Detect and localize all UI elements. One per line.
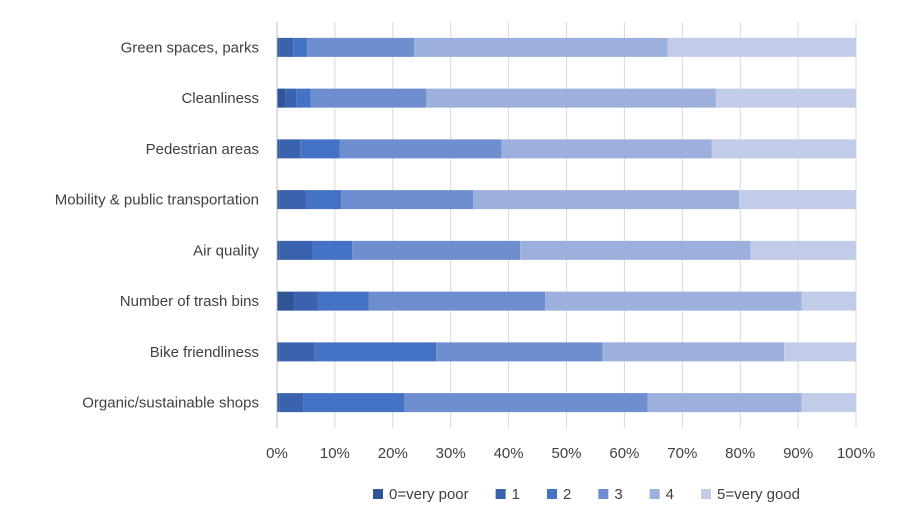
legend-label: 3 [614,486,622,503]
grid-lines [334,22,857,428]
x-tick-label: 100% [837,445,875,462]
bar-segment [352,240,521,260]
bar-segment [739,190,856,210]
bar-segment [750,240,856,260]
bar-segment [293,37,308,57]
legend-label: 1 [512,486,520,503]
bar-segment [711,139,856,159]
x-tick-label: 60% [609,445,639,462]
legend-swatch [649,489,660,499]
bar-segment [414,37,668,57]
legend-label: 4 [666,486,674,503]
legend-entry: 2 [546,486,571,503]
bar-segment [312,240,353,260]
bar-segment [317,291,369,311]
category-label: Organic/sustainable shops [82,395,259,412]
bar-segment [277,240,280,260]
category-label: Green spaces, parks [121,39,259,56]
legend-entry: 5=very good [701,486,800,503]
bar-segment [501,139,712,159]
bar-segment [801,291,856,311]
bar-segment [339,139,502,159]
bar-segment [520,240,751,260]
x-tick-label: 50% [551,445,581,462]
category-label: Bike friendliness [150,344,259,361]
x-tick-label: 80% [725,445,755,462]
category-label: Air quality [193,242,259,259]
x-tick-label: 10% [320,445,350,462]
bar-segment [277,88,286,108]
bar-segment [303,393,405,413]
legend-swatch [373,489,383,499]
bar-segment [277,139,280,159]
bar-segment [279,342,315,362]
bar-segment [300,139,340,159]
bar-segment [279,190,306,210]
bar-segment [277,190,280,210]
legend-entry: 0=very poor [373,486,469,503]
bar-segment [784,342,856,362]
bar-segment [305,190,342,210]
bar-segment [277,393,280,413]
legend-label: 2 [563,486,571,503]
legend-label: 0=very poor [389,486,469,503]
bar-segment [310,88,427,108]
bar-segment [307,37,415,57]
category-label: Pedestrian areas [146,141,259,158]
bar-segment [279,240,313,260]
bar-segment [279,139,301,159]
legend-swatch [701,489,712,499]
bar-segment [404,393,648,413]
bar-segment [294,291,318,311]
bar-segment [279,393,304,413]
legend: 0=very poor 1 2 3 4 5=very good [373,486,800,503]
bar-segment [602,342,785,362]
bar-segment [667,37,856,57]
legend-label: 5=very good [717,486,800,503]
bar-segment [473,190,740,210]
bar-segment [436,342,603,362]
bar-segment [801,393,856,413]
bar-segment [277,291,295,311]
x-tick-label: 90% [783,445,813,462]
x-tick-label: 40% [494,445,524,462]
legend-swatch [598,489,609,499]
bar-segment [314,342,437,362]
bar-segment [545,291,802,311]
category-label: Number of trash bins [120,293,259,310]
bar-segment [279,37,294,57]
bar-segment [296,88,311,108]
category-label: Mobility & public transportation [55,192,259,209]
x-tick-label: 20% [378,445,408,462]
legend-entry: 4 [649,486,674,503]
bar-segment [368,291,546,311]
legend-swatch [546,489,557,499]
x-tick-label: 0% [266,445,288,462]
bar-segment [341,190,474,210]
bar-segment [647,393,802,413]
bar-segment [715,88,856,108]
bar-segment [285,88,297,108]
legend-entry: 1 [495,486,520,503]
bars [277,37,856,413]
bar-segment [277,37,280,57]
category-label: Cleanliness [181,90,259,107]
legend-swatch [495,489,506,499]
x-tick-label: 30% [436,445,466,462]
axes: 0% 10% 20% 30% 40% 50% 60% 70% 80% 90% 100% Green s… [55,22,875,462]
bar-segment [426,88,716,108]
x-tick-label: 70% [667,445,697,462]
bar-segment [277,342,280,362]
legend-entry: 3 [598,486,623,503]
